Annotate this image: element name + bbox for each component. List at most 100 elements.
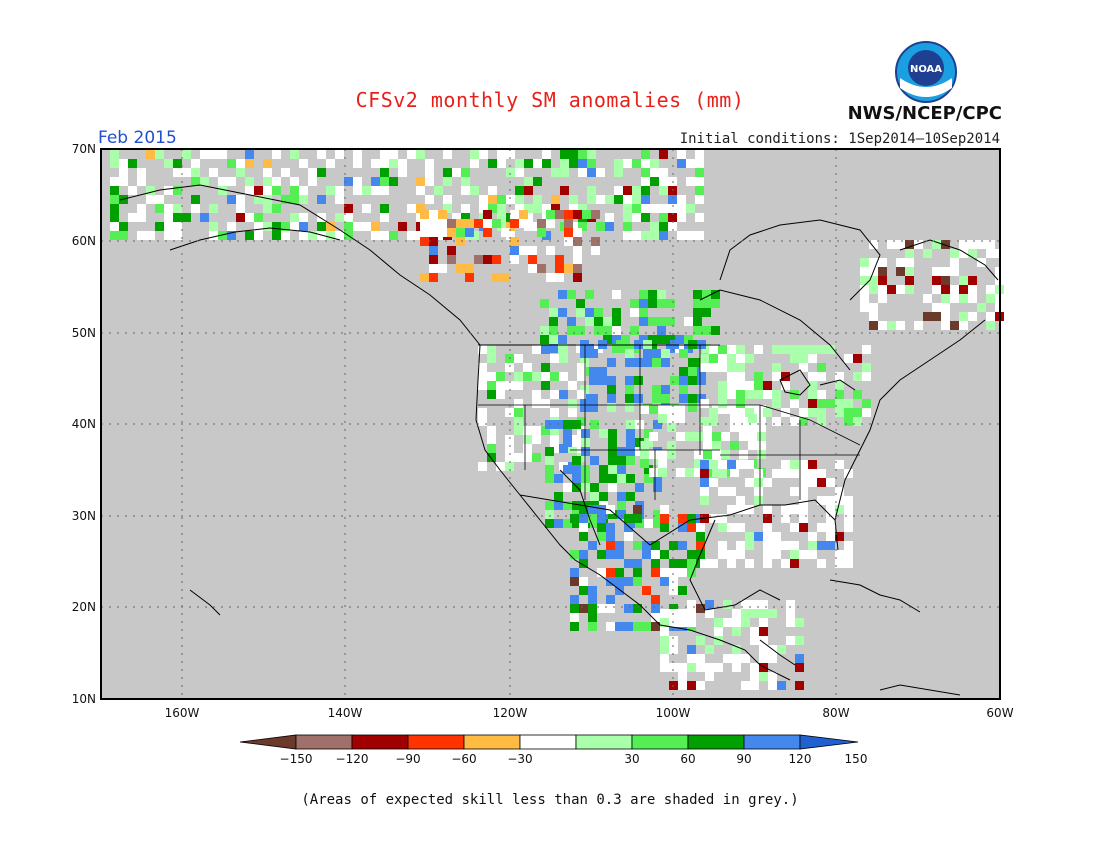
- anomaly-cell: [869, 303, 878, 312]
- anomaly-cell: [615, 550, 624, 559]
- anomaly-cell: [551, 168, 560, 177]
- anomaly-cell: [835, 408, 844, 417]
- anomaly-cell: [137, 168, 146, 177]
- anomaly-cell: [596, 168, 605, 177]
- anomaly-cell: [173, 213, 182, 222]
- anomaly-cell: [532, 453, 541, 462]
- anomaly-cell: [781, 372, 790, 381]
- anomaly-cell: [750, 600, 759, 609]
- anomaly-cell: [757, 432, 766, 441]
- anomaly-cell: [218, 186, 227, 195]
- anomaly-cell: [844, 523, 853, 532]
- legend-arrow-high: [799, 734, 859, 750]
- anomaly-cell: [416, 204, 425, 213]
- anomaly-cell: [639, 317, 648, 326]
- anomaly-cell: [299, 231, 308, 240]
- anomaly-cell: [853, 372, 862, 381]
- anomaly-cell: [718, 523, 727, 532]
- anomaly-cell: [624, 523, 633, 532]
- anomaly-cell: [795, 636, 804, 645]
- anomaly-cell: [389, 177, 398, 186]
- anomaly-cell: [772, 399, 781, 408]
- anomaly-cell: [977, 303, 986, 312]
- legend-swatch: [575, 734, 633, 750]
- latitude-gridlines: [101, 240, 1000, 608]
- anomaly-cell: [712, 468, 721, 477]
- anomaly-cell: [905, 249, 914, 258]
- anomaly-cell: [570, 568, 579, 577]
- anomaly-cell: [986, 321, 995, 330]
- anomaly-cell: [545, 519, 554, 528]
- anomaly-cell: [218, 177, 227, 186]
- anomaly-cell: [615, 577, 624, 586]
- anomaly-cell: [750, 681, 759, 690]
- anomaly-cell: [488, 186, 497, 195]
- anomaly-cell: [624, 622, 633, 631]
- anomaly-cell: [781, 460, 790, 469]
- anomaly-cell: [272, 150, 281, 159]
- anomaly-cell: [941, 294, 950, 303]
- anomaly-cell: [659, 150, 668, 159]
- anomaly-cell: [317, 213, 326, 222]
- anomaly-cell: [668, 204, 677, 213]
- anomaly-cell: [603, 335, 612, 344]
- anomaly-cell: [732, 654, 741, 663]
- anomaly-cell: [659, 231, 668, 240]
- anomaly-cell: [585, 308, 594, 317]
- anomaly-cell: [110, 231, 119, 240]
- anomaly-cell: [633, 604, 642, 613]
- anomaly-cell: [110, 222, 119, 231]
- latitude-label: 40N: [72, 417, 96, 431]
- anomaly-cell: [533, 159, 542, 168]
- anomaly-cell: [808, 541, 817, 550]
- anomaly-cell: [799, 514, 808, 523]
- longitude-label: 140W: [328, 706, 363, 720]
- anomaly-cell: [625, 385, 634, 394]
- anomaly-cell: [576, 326, 585, 335]
- anomaly-cell: [959, 321, 968, 330]
- anomaly-cell: [545, 465, 554, 474]
- anomaly-cell: [272, 186, 281, 195]
- anomaly-cell: [542, 231, 551, 240]
- anomaly-cell: [905, 240, 914, 249]
- anomaly-cell: [799, 550, 808, 559]
- anomaly-cell: [658, 468, 667, 477]
- anomaly-cell: [678, 663, 687, 672]
- anomaly-cell: [768, 654, 777, 663]
- anomaly-cell: [549, 308, 558, 317]
- anomaly-cell: [559, 354, 568, 363]
- anomaly-cell: [932, 276, 941, 285]
- anomaly-cell: [568, 444, 577, 453]
- anomaly-cell: [790, 417, 799, 426]
- anomaly-cell: [887, 321, 896, 330]
- anomaly-cell: [461, 177, 470, 186]
- anomaly-cell: [641, 195, 650, 204]
- anomaly-cell: [676, 432, 685, 441]
- anomaly-cell: [808, 345, 817, 354]
- anomaly-cell: [795, 618, 804, 627]
- anomaly-cell: [479, 150, 488, 159]
- anomaly-cell: [487, 390, 496, 399]
- anomaly-cell: [487, 435, 496, 444]
- anomaly-cell: [137, 177, 146, 186]
- anomaly-cell: [732, 627, 741, 636]
- anomaly-cell: [570, 613, 579, 622]
- anomaly-cell: [844, 505, 853, 514]
- anomaly-cell: [986, 312, 995, 321]
- latitude-label: 60N: [72, 234, 96, 248]
- anomaly-cell: [621, 335, 630, 344]
- anomaly-cell: [608, 465, 617, 474]
- anomaly-cell: [479, 204, 488, 213]
- anomaly-cell: [487, 426, 496, 435]
- anomaly-cell: [541, 372, 550, 381]
- anomaly-cell: [643, 349, 652, 358]
- anomaly-cell: [429, 210, 438, 219]
- anomaly-cell: [700, 559, 709, 568]
- anomaly-cell: [790, 487, 799, 496]
- anomaly-cell: [869, 312, 878, 321]
- anomaly-cell: [862, 408, 871, 417]
- anomaly-cell: [695, 213, 704, 222]
- anomaly-cell: [661, 385, 670, 394]
- anomaly-cell: [727, 550, 736, 559]
- anomaly-cell: [757, 405, 766, 414]
